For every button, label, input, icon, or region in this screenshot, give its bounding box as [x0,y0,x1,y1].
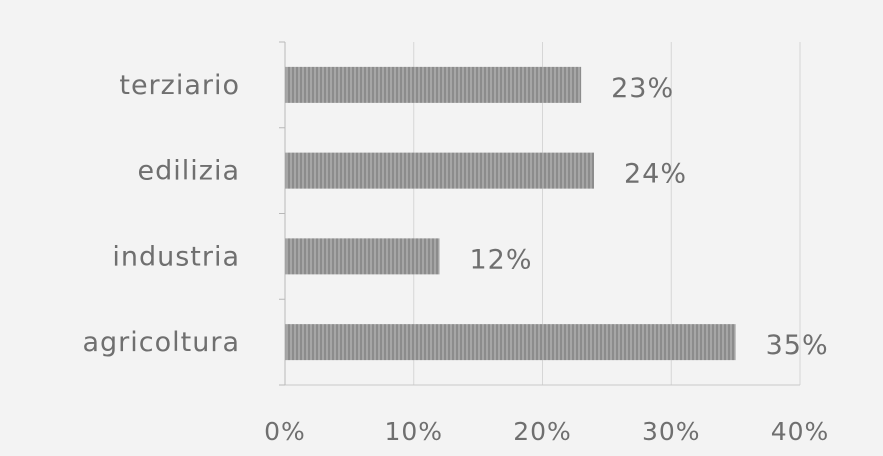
axes [279,41,800,386]
x-tick-label: 40% [771,417,830,446]
category-label-terziario: terziario [119,70,240,101]
value-label-terziario: 23% [611,73,674,104]
x-tick-label: 0% [264,417,306,446]
bar-agricoltura [285,324,736,361]
labels: 0% 10% 20% 30% 40% terziario 23% edilizia 24% ind… [83,70,830,446]
x-tick-label: 20% [513,417,572,446]
bar-industria [285,238,440,275]
value-label-industria: 12% [470,244,533,275]
value-label-edilizia: 24% [624,159,687,190]
value-label-agricoltura: 35% [766,330,829,361]
category-label-agricoltura: agricoltura [83,327,241,358]
bar-terziario [285,66,582,103]
x-tick-label: 10% [384,417,443,446]
category-label-industria: industria [112,241,240,272]
bar-edilizia [285,152,594,189]
category-label-edilizia: edilizia [138,156,240,187]
bars [285,66,736,361]
x-tick-label: 30% [642,417,701,446]
